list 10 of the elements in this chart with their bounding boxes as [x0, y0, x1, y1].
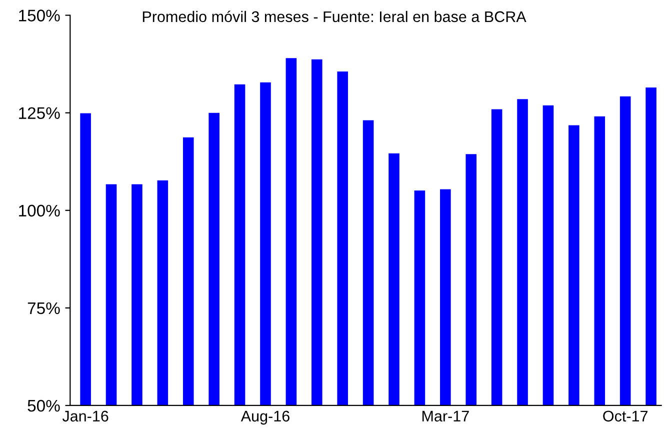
y-tick-label: 100%	[19, 204, 60, 217]
x-tick-label: Aug-16	[240, 410, 290, 425]
x-tick-label: Jan-16	[62, 410, 108, 422]
y-tick-label: 125%	[19, 107, 60, 120]
x-tick-label: Mar-17	[422, 410, 469, 422]
chart-title: Promedio móvil 3 meses - Fuente: Ieral en base a BCRA	[142, 10, 526, 22]
x-tick-label: Oct-17	[603, 410, 648, 422]
y-tick-label: 150%	[19, 10, 60, 22]
y-tick-label: 75%	[28, 302, 60, 314]
y-tick-label: 50%	[28, 400, 60, 412]
